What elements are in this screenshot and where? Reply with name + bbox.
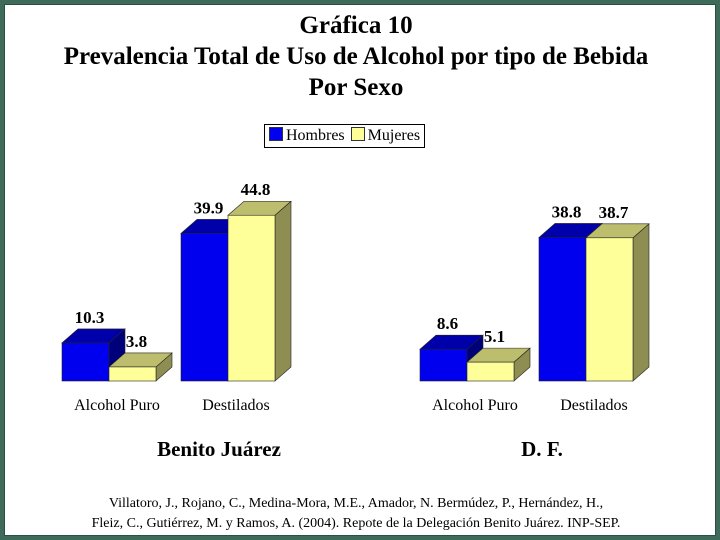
bar-chart0-cat1-s0	[180, 233, 229, 382]
category-label-0-0: Alcohol Puro	[74, 397, 160, 414]
legend-label-hombres: Hombres	[286, 127, 345, 144]
title-line-3: Por Sexo	[308, 74, 404, 101]
group-label-0: Benito Juárez	[157, 437, 281, 461]
bar-side-chart1-cat1-s1	[632, 223, 650, 382]
bar-chart1-cat1-s0	[538, 237, 587, 382]
data-label-chart1-cat1-s1: 38.7	[599, 203, 629, 222]
group-label-1: D. F.	[521, 437, 563, 461]
bar-side-chart0-cat1-s1	[274, 200, 292, 382]
bar-chart0-cat0-s1	[108, 366, 157, 382]
data-label-chart0-cat1-s1: 44.8	[241, 180, 271, 199]
chart-title: Gráfica 10 Prevalencia Total de Uso de A…	[0, 10, 712, 103]
bar-chart1-cat1-s1	[585, 237, 634, 382]
bar-chart1-cat0-s0	[419, 348, 468, 382]
legend-swatch-mujeres	[350, 127, 365, 141]
category-label-1-1: Destilados	[560, 397, 628, 414]
citation: Villatoro, J., Rojano, C., Medina-Mora, …	[0, 494, 712, 534]
legend-label-mujeres: Mujeres	[367, 127, 421, 144]
citation-line-2: Fleiz, C., Gutiérrez, M. y Ramos, A. (20…	[91, 516, 621, 531]
bar-chart1-cat0-s1	[466, 361, 515, 382]
legend: Hombres Mujeres	[264, 124, 426, 148]
data-label-chart1-cat1-s0: 38.8	[552, 202, 582, 221]
data-label-chart0-cat0-s0: 10.3	[75, 308, 105, 327]
title-line-1: Gráfica 10	[299, 12, 413, 39]
data-label-chart1-cat0-s1: 5.1	[484, 327, 505, 346]
legend-item-hombres: Hombres	[269, 127, 345, 145]
citation-line-1: Villatoro, J., Rojano, C., Medina-Mora, …	[108, 496, 604, 511]
data-label-chart1-cat0-s0: 8.6	[437, 314, 458, 333]
bar-chart0-cat1-s1	[227, 214, 276, 382]
legend-item-mujeres: Mujeres	[350, 127, 421, 145]
category-label-1-0: Alcohol Puro	[432, 397, 518, 414]
data-label-chart0-cat0-s1: 3.8	[126, 332, 147, 351]
title-line-2: Prevalencia Total de Uso de Alcohol por …	[63, 43, 649, 70]
bar-chart0-cat0-s0	[61, 342, 110, 382]
legend-swatch-hombres	[269, 127, 283, 141]
data-label-chart0-cat1-s0: 39.9	[194, 198, 224, 217]
category-label-0-1: Destilados	[202, 397, 270, 414]
